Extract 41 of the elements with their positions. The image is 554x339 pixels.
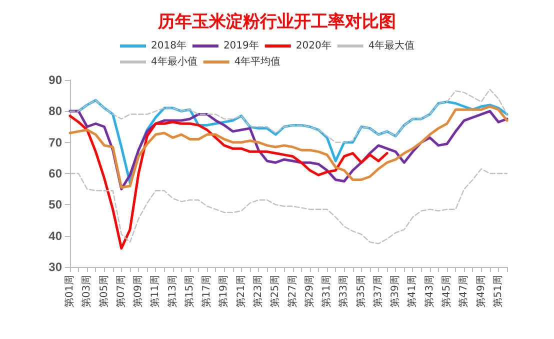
legend-label: 2018年 bbox=[151, 40, 186, 52]
y-tick-label: 80 bbox=[48, 104, 62, 118]
line-series bbox=[68, 114, 388, 250]
x-tick-label: 第43周 bbox=[423, 275, 436, 308]
x-tick-label: 第31周 bbox=[320, 275, 333, 308]
y-tick-label: 90 bbox=[48, 73, 62, 87]
x-tick-label: 第45周 bbox=[440, 275, 453, 308]
x-tick-label: 第25周 bbox=[269, 275, 282, 308]
x-tick-label: 第41周 bbox=[406, 275, 418, 308]
x-tick-label: 第11周 bbox=[149, 275, 162, 308]
x-tick-label: 第05周 bbox=[98, 275, 110, 308]
y-tick-label: 70 bbox=[48, 135, 62, 150]
x-tick-label: 第29周 bbox=[303, 275, 316, 308]
x-tick-label: 第39周 bbox=[389, 275, 402, 308]
y-tick-label: 30 bbox=[48, 260, 62, 274]
y-tick-label: 50 bbox=[48, 198, 62, 212]
y-tick-label: 60 bbox=[48, 166, 62, 180]
x-tick-label: 第13周 bbox=[166, 275, 178, 308]
x-tick-label: 第01周 bbox=[64, 275, 76, 308]
chart-title: 历年玉米淀粉行业开工率对比图 bbox=[157, 12, 396, 31]
x-tick-label: 第09周 bbox=[132, 275, 144, 308]
x-tick-label: 第49周 bbox=[474, 275, 487, 308]
legend-label: 4年平均值 bbox=[234, 56, 281, 68]
x-tick-label: 第23周 bbox=[252, 275, 264, 308]
x-tick-label: 第35周 bbox=[354, 275, 367, 308]
x-tick-label: 第27周 bbox=[286, 275, 298, 308]
y-tick-label: 40 bbox=[48, 228, 62, 243]
legend-label: 4年最小值 bbox=[151, 56, 198, 68]
legend-label: 2019年 bbox=[223, 40, 259, 52]
x-tick-label: 第21周 bbox=[234, 275, 247, 308]
x-tick-label: 第37周 bbox=[372, 275, 384, 308]
x-tick-label: 第07周 bbox=[114, 275, 127, 308]
x-tick-label: 第47周 bbox=[458, 275, 470, 308]
legend-label: 4年最大值 bbox=[368, 40, 415, 52]
x-tick-label: 第51周 bbox=[492, 275, 504, 308]
legend-label: 2020年 bbox=[296, 40, 332, 52]
x-tick-label: 第19周 bbox=[218, 275, 230, 308]
x-tick-label: 第17周 bbox=[200, 275, 213, 308]
x-tick-label: 第15周 bbox=[183, 275, 196, 308]
x-tick-label: 第33周 bbox=[338, 275, 350, 308]
x-tick-label: 第03周 bbox=[80, 275, 93, 308]
